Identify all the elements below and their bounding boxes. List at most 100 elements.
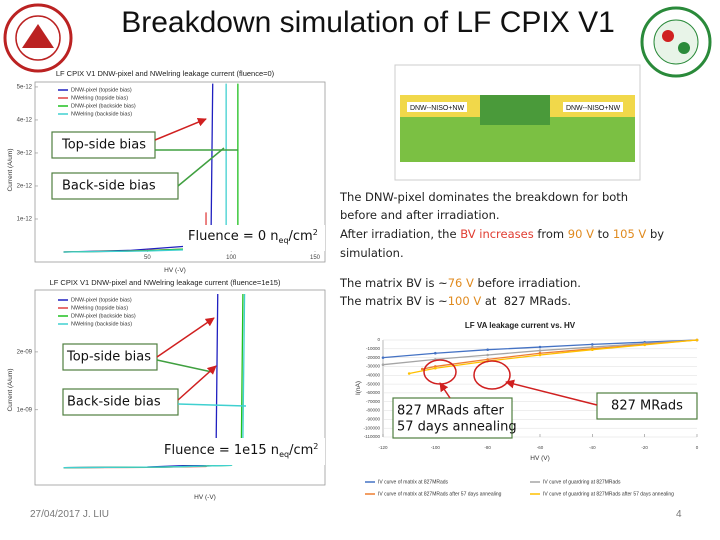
point [643, 343, 646, 347]
point [381, 363, 385, 366]
y-axis-label: Current (A/um) [7, 369, 14, 412]
point [538, 353, 542, 357]
point [591, 343, 594, 346]
text-run: The matrix BV is ~ [339, 276, 448, 290]
y-tick-label: 5e-12 [17, 85, 33, 91]
text-run: simulation. [340, 246, 404, 260]
y-tick-label: -50000 [366, 381, 381, 386]
y-tick-label: -40000 [366, 372, 381, 377]
legend-label: DNW-pixel (backside bias) [71, 103, 136, 109]
y-axis-label: Current (A/um) [7, 149, 14, 192]
x-tick-label: -60 [537, 445, 544, 450]
right-logo [640, 6, 712, 78]
y-tick-label: -30000 [366, 364, 381, 369]
point [434, 366, 437, 370]
legend-label: DNW-pixel (topside bias) [71, 297, 132, 303]
y-tick-label: 4e-12 [17, 118, 33, 124]
text-run: BV increases [460, 227, 534, 241]
footer-date: 27/04/2017 J. LIU [30, 509, 109, 520]
text-line: The matrix BV is ~76 V before irradiatio… [339, 276, 581, 290]
legend-label: NWelring (backside bias) [71, 111, 132, 117]
y-tick-label: -20000 [366, 355, 381, 360]
point [381, 356, 385, 359]
fluence-sub: eq [279, 450, 289, 459]
cross-section-label: DNW--NISO+NW [410, 105, 465, 112]
text-box-lines: The DNW-pixel dominates the breakdown fo… [339, 190, 664, 308]
callout: Top-side bias [66, 350, 151, 365]
point [486, 353, 489, 357]
y-tick-label: -90000 [366, 417, 381, 422]
text-run: The DNW-pixel dominates the breakdown fo… [339, 190, 628, 204]
fluence-sup: 2 [313, 228, 318, 237]
y-axis-label: I(nA) [355, 381, 362, 395]
y-tick-label: -10000 [366, 346, 381, 351]
legend-label: IV curve of matrix at 827MRads [378, 479, 449, 485]
x-axis-label: HV (V) [530, 455, 550, 462]
y-tick-label: 2e-12 [17, 184, 33, 190]
x-axis-label: HV (-V) [194, 494, 216, 501]
y-tick-label: 0 [377, 337, 380, 342]
x-tick-label: 150 [310, 255, 321, 261]
point [420, 367, 424, 371]
point [486, 348, 489, 352]
text-run: before irradiation. [474, 276, 581, 290]
x-tick-label: -120 [378, 445, 388, 450]
annotation: 57 days annealing [397, 420, 517, 435]
y-tick-label: 1e-12 [17, 217, 33, 223]
chart-title: LF CPIX V1 DNW-pixel and NWelring leakag… [50, 278, 281, 287]
text-run: by [646, 227, 664, 241]
callout: Back-side bias [67, 395, 161, 410]
fluence-main: Fluence = 0 n [188, 229, 279, 244]
text-run: from [534, 227, 568, 241]
fluence-unit: /cm [289, 443, 313, 458]
page-number: 4 [676, 509, 682, 520]
text-box [333, 186, 720, 318]
text-run: The matrix BV is ~ [339, 294, 448, 308]
text-run: 76 V [448, 276, 474, 290]
legend-label: IV curve of guardring at 827MRads [543, 479, 621, 485]
text-run: 105 V [613, 227, 647, 241]
y-tick-label: -60000 [366, 390, 381, 395]
text-run: at 827 MRads. [481, 294, 571, 308]
fluence-unit: /cm [289, 229, 313, 244]
left-logo [3, 3, 73, 73]
y-tick-label: -100000 [363, 425, 380, 430]
callouts [51, 131, 698, 465]
text-run: After irradiation, the [340, 227, 460, 241]
y-tick-label: -80000 [366, 408, 381, 413]
y-tick-label: 2e-09 [17, 349, 33, 355]
text-run: 90 V [568, 227, 594, 241]
callout: Top-side bias [61, 138, 146, 153]
arrows [154, 117, 598, 407]
slide-title: Breakdown simulation of LF CPIX V1 [121, 6, 615, 39]
point [538, 345, 542, 349]
point [407, 372, 411, 375]
text-line: The matrix BV is ~100 V at 827 MRads. [339, 294, 571, 308]
annotation: 827 MRads after [397, 404, 504, 419]
legend-label: NWelring (topside bias) [71, 305, 128, 311]
y-tick-label: -110000 [364, 434, 381, 439]
annotation: 827 MRads [611, 399, 683, 414]
chart: LF VA leakage current vs. HV HV (V) I(nA) 0… [355, 321, 699, 497]
legend-label: NWelring (backside bias) [71, 321, 132, 327]
legend-label: IV curve of matrix at 827MRads after 57 … [378, 491, 502, 497]
x-tick-label: -100 [431, 445, 441, 450]
legend-label: NWelring (topside bias) [71, 95, 128, 101]
x-tick-label: -80 [484, 445, 491, 450]
legend-label: DNW-pixel (topside bias) [71, 87, 132, 93]
fluence-sup: 2 [313, 442, 318, 451]
text-line: before and after irradiation. [340, 208, 500, 222]
fluence-main: Fluence = 1e15 n [164, 443, 279, 458]
point [695, 338, 699, 342]
fluence-label: Fluence = 0 neq/cm2 [188, 228, 318, 245]
fluence-label: Fluence = 1e15 neq/cm2 [164, 442, 318, 459]
point [434, 351, 437, 355]
chart-title: LF VA leakage current vs. HV [465, 321, 576, 330]
text-line: The DNW-pixel dominates the breakdown fo… [339, 190, 628, 204]
callout: Back-side bias [62, 179, 156, 194]
y-tick-label: 3e-12 [17, 151, 33, 157]
x-tick-label: -20 [641, 445, 648, 450]
point [591, 348, 594, 352]
